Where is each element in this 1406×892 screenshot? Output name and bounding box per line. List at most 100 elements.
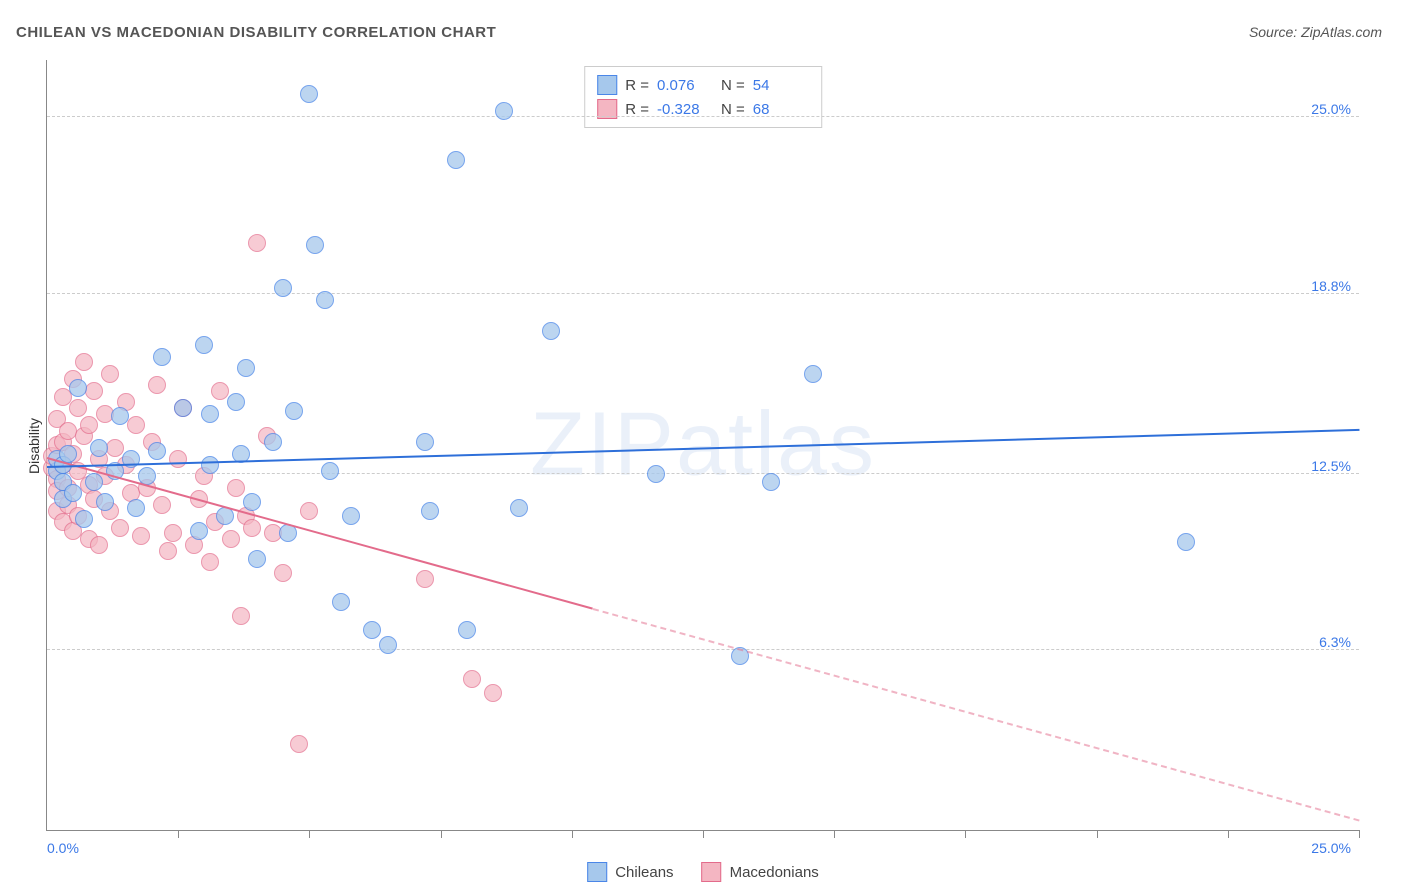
- ytick-label: 12.5%: [1311, 458, 1351, 474]
- scatter-point-macedonians: [201, 553, 219, 571]
- scatter-point-chileans: [1177, 533, 1195, 551]
- scatter-point-chileans: [274, 279, 292, 297]
- scatter-point-chileans: [227, 393, 245, 411]
- scatter-point-macedonians: [80, 416, 98, 434]
- xtick: [309, 830, 310, 838]
- scatter-point-chileans: [542, 322, 560, 340]
- xtick: [1359, 830, 1360, 838]
- r-value-chileans: 0.076: [657, 77, 713, 94]
- scatter-point-chileans: [64, 484, 82, 502]
- x-origin-label: 0.0%: [47, 840, 79, 856]
- scatter-point-chileans: [237, 359, 255, 377]
- scatter-point-chileans: [379, 636, 397, 654]
- xtick: [441, 830, 442, 838]
- scatter-point-chileans: [306, 236, 324, 254]
- scatter-point-chileans: [75, 510, 93, 528]
- scatter-point-chileans: [647, 465, 665, 483]
- scatter-point-chileans: [363, 621, 381, 639]
- scatter-point-macedonians: [290, 735, 308, 753]
- scatter-point-chileans: [762, 473, 780, 491]
- legend-label-macedonians: Macedonians: [730, 864, 819, 881]
- scatter-point-macedonians: [127, 416, 145, 434]
- scatter-point-chileans: [201, 456, 219, 474]
- scatter-point-chileans: [804, 365, 822, 383]
- scatter-point-macedonians: [243, 519, 261, 537]
- legend-row-macedonians: R = -0.328 N = 68: [597, 97, 809, 121]
- scatter-point-chileans: [85, 473, 103, 491]
- scatter-point-chileans: [342, 507, 360, 525]
- scatter-point-macedonians: [153, 496, 171, 514]
- scatter-point-chileans: [264, 433, 282, 451]
- xtick: [178, 830, 179, 838]
- scatter-point-chileans: [321, 462, 339, 480]
- scatter-point-chileans: [447, 151, 465, 169]
- scatter-point-macedonians: [101, 365, 119, 383]
- scatter-point-chileans: [243, 493, 261, 511]
- scatter-point-chileans: [190, 522, 208, 540]
- scatter-point-chileans: [495, 102, 513, 120]
- xtick: [703, 830, 704, 838]
- r-prefix: R =: [625, 77, 649, 94]
- scatter-point-macedonians: [300, 502, 318, 520]
- scatter-point-chileans: [59, 445, 77, 463]
- scatter-point-chileans: [285, 402, 303, 420]
- xtick: [572, 830, 573, 838]
- scatter-point-chileans: [248, 550, 266, 568]
- scatter-point-macedonians: [274, 564, 292, 582]
- scatter-point-macedonians: [211, 382, 229, 400]
- n-prefix: N =: [721, 101, 745, 118]
- scatter-point-chileans: [96, 493, 114, 511]
- scatter-point-macedonians: [90, 536, 108, 554]
- scatter-point-macedonians: [85, 382, 103, 400]
- scatter-point-chileans: [127, 499, 145, 517]
- scatter-point-chileans: [90, 439, 108, 457]
- trend-line-macedonians: [47, 457, 593, 610]
- y-axis-label: Disability: [26, 418, 42, 474]
- ytick-label: 6.3%: [1319, 634, 1351, 650]
- scatter-point-chileans: [195, 336, 213, 354]
- n-prefix: N =: [721, 77, 745, 94]
- scatter-point-chileans: [111, 407, 129, 425]
- swatch-chileans: [587, 862, 607, 882]
- legend-label-chileans: Chileans: [615, 864, 673, 881]
- scatter-point-chileans: [510, 499, 528, 517]
- scatter-point-macedonians: [132, 527, 150, 545]
- scatter-point-chileans: [153, 348, 171, 366]
- legend-item-chileans: Chileans: [587, 862, 673, 882]
- scatter-point-macedonians: [227, 479, 245, 497]
- scatter-point-chileans: [332, 593, 350, 611]
- gridline-h: [47, 293, 1359, 294]
- scatter-point-chileans: [201, 405, 219, 423]
- ytick-label: 18.8%: [1311, 278, 1351, 294]
- r-prefix: R =: [625, 101, 649, 118]
- swatch-chileans: [597, 75, 617, 95]
- scatter-point-macedonians: [222, 530, 240, 548]
- scatter-point-chileans: [300, 85, 318, 103]
- legend-series: Chileans Macedonians: [587, 862, 819, 882]
- xtick: [1097, 830, 1098, 838]
- scatter-point-chileans: [148, 442, 166, 460]
- scatter-plot: ZIPatlas R = 0.076 N = 54 R = -0.328 N =…: [46, 60, 1359, 831]
- trend-line-macedonians-extrapolated: [593, 608, 1360, 821]
- scatter-point-macedonians: [232, 607, 250, 625]
- gridline-h: [47, 649, 1359, 650]
- x-max-label: 25.0%: [1311, 840, 1351, 856]
- xtick: [965, 830, 966, 838]
- gridline-h: [47, 473, 1359, 474]
- scatter-point-macedonians: [484, 684, 502, 702]
- chart-title: CHILEAN VS MACEDONIAN DISABILITY CORRELA…: [16, 24, 496, 41]
- legend-row-chileans: R = 0.076 N = 54: [597, 73, 809, 97]
- ytick-label: 25.0%: [1311, 101, 1351, 117]
- scatter-point-chileans: [416, 433, 434, 451]
- legend-item-macedonians: Macedonians: [702, 862, 819, 882]
- scatter-point-chileans: [69, 379, 87, 397]
- r-value-macedonians: -0.328: [657, 101, 713, 118]
- scatter-point-macedonians: [159, 542, 177, 560]
- scatter-point-macedonians: [106, 439, 124, 457]
- xtick: [834, 830, 835, 838]
- scatter-point-macedonians: [248, 234, 266, 252]
- n-value-macedonians: 68: [753, 101, 809, 118]
- scatter-point-macedonians: [148, 376, 166, 394]
- scatter-point-macedonians: [111, 519, 129, 537]
- scatter-point-chileans: [458, 621, 476, 639]
